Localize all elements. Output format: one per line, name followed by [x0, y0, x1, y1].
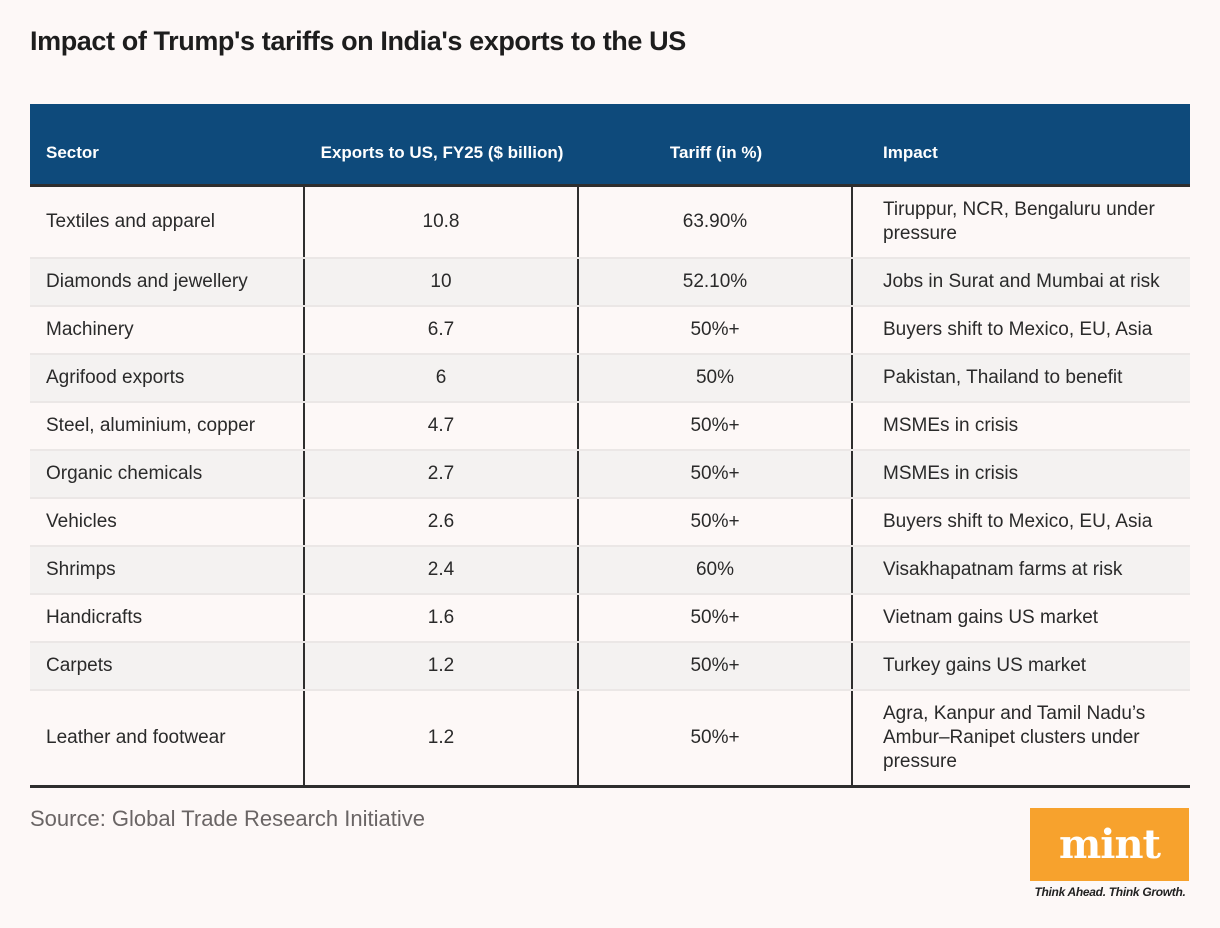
- cell-impact: Buyers shift to Mexico, EU, Asia: [883, 511, 1153, 532]
- cell-sector: Organic chemicals: [30, 451, 305, 497]
- table-body: Textiles and apparel 10.8 63.90% Tiruppur, …: [30, 187, 1190, 788]
- cell-tariff: 50%: [579, 355, 853, 401]
- cell-tariff: 63.90%: [579, 187, 853, 257]
- table-row: Agrifood exports 6 50% Pakistan, Thailand t…: [30, 355, 1190, 403]
- column-header-tariff: Tariff (in %): [669, 143, 763, 162]
- cell-exports: 10.8: [305, 187, 579, 257]
- cell-tariff: 52.10%: [579, 259, 853, 305]
- column-header-sector: Sector: [46, 143, 99, 162]
- cell-impact: MSMEs in crisis: [883, 463, 1019, 484]
- cell-tariff: 50%+: [579, 307, 853, 353]
- cell-impact: Vietnam gains US market: [883, 607, 1099, 628]
- cell-impact: Buyers shift to Mexico, EU, Asia: [883, 319, 1153, 340]
- cell-sector: Textiles and apparel: [30, 187, 305, 257]
- table-row: Leather and footwear 1.2 50%+ Agra, Kanpur …: [30, 691, 1190, 788]
- cell-exports: 10: [305, 259, 579, 305]
- table-row: Textiles and apparel 10.8 63.90% Tiruppur, …: [30, 187, 1190, 259]
- table-row: Steel, aluminium, copper 4.7 50%+ MSMEs in …: [30, 403, 1190, 451]
- cell-exports: 1.2: [305, 691, 579, 785]
- cell-tariff: 50%+: [579, 403, 853, 449]
- table-header: Sector Exports to US, FY25 ($ billion) T…: [30, 104, 1190, 187]
- cell-tariff: 50%+: [579, 595, 853, 641]
- data-table: Sector Exports to US, FY25 ($ billion) T…: [30, 104, 1190, 788]
- cell-tariff: 60%: [579, 547, 853, 593]
- cell-exports: 2.4: [305, 547, 579, 593]
- table-row: Diamonds and jewellery 10 52.10% Jobs in Su…: [30, 259, 1190, 307]
- cell-tariff: 50%+: [579, 691, 853, 785]
- cell-impact: Turkey gains US market: [883, 655, 1087, 676]
- cell-impact: Pakistan, Thailand to benefit: [883, 367, 1123, 388]
- cell-impact: Jobs in Surat and Mumbai at risk: [883, 271, 1160, 292]
- cell-sector: Handicrafts: [30, 595, 305, 641]
- logo-tagline: Think Ahead. Think Growth.: [1034, 885, 1186, 899]
- cell-sector: Vehicles: [30, 499, 305, 545]
- cell-exports: 2.6: [305, 499, 579, 545]
- cell-sector: Agrifood exports: [30, 355, 305, 401]
- cell-sector: Steel, aluminium, copper: [30, 403, 305, 449]
- cell-impact: Agra, Kanpur and Tamil Nadu’s Ambur–Rani…: [883, 703, 1146, 772]
- cell-tariff: 50%+: [579, 499, 853, 545]
- source-note: Source: Global Trade Research Initiative: [30, 806, 425, 831]
- cell-tariff: 50%+: [579, 451, 853, 497]
- mint-logo: mint: [1030, 808, 1189, 881]
- cell-sector: Machinery: [30, 307, 305, 353]
- cell-exports: 1.6: [305, 595, 579, 641]
- cell-exports: 2.7: [305, 451, 579, 497]
- chart-title: Impact of Trump's tariffs on India's exp…: [30, 26, 686, 56]
- table-row: Vehicles 2.6 50%+ Buyers shift to Mexico, E…: [30, 499, 1190, 547]
- table-row: Machinery 6.7 50%+ Buyers shift to Mexico, …: [30, 307, 1190, 355]
- cell-sector: Carpets: [30, 643, 305, 689]
- table-row: Carpets 1.2 50%+ Turkey gains US market: [30, 643, 1190, 691]
- cell-exports: 6: [305, 355, 579, 401]
- column-header-impact: Impact: [883, 143, 938, 162]
- cell-sector: Shrimps: [30, 547, 305, 593]
- cell-sector: Diamonds and jewellery: [30, 259, 305, 305]
- table-row: Handicrafts 1.6 50%+ Vietnam gains US marke…: [30, 595, 1190, 643]
- cell-sector: Leather and footwear: [30, 691, 305, 785]
- logo-text: mint: [1058, 821, 1161, 868]
- table-row: Shrimps 2.4 60% Visakhapatnam farms at risk: [30, 547, 1190, 595]
- cell-impact: Visakhapatnam farms at risk: [883, 559, 1123, 580]
- cell-exports: 6.7: [305, 307, 579, 353]
- cell-exports: 1.2: [305, 643, 579, 689]
- cell-impact: Tiruppur, NCR, Bengaluru under pressure: [883, 199, 1155, 244]
- cell-exports: 4.7: [305, 403, 579, 449]
- column-header-exports: Exports to US, FY25 ($ billion): [320, 143, 564, 162]
- table-row: Organic chemicals 2.7 50%+ MSMEs in crisis: [30, 451, 1190, 499]
- cell-impact: MSMEs in crisis: [883, 415, 1019, 436]
- cell-tariff: 50%+: [579, 643, 853, 689]
